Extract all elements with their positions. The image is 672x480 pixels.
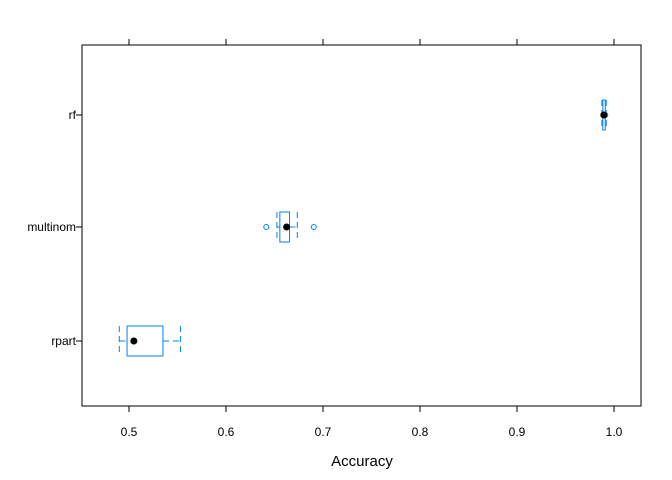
x-tick-label: 0.5	[121, 425, 138, 439]
x-tick-label: 0.6	[218, 425, 235, 439]
plot-frame	[81, 44, 642, 407]
median-dot	[600, 111, 608, 119]
x-tick-labels: 0.5 0.6 0.7 0.8 0.9 1.0	[121, 425, 623, 439]
box-rpart	[118, 325, 181, 357]
box-multinom	[263, 211, 317, 243]
median-dot	[283, 223, 291, 231]
x-tick-label: 1.0	[606, 425, 623, 439]
left-axis-ticks	[76, 114, 82, 342]
bottom-axis-ticks	[128, 406, 615, 412]
x-axis-title: Accuracy	[331, 453, 393, 470]
iqr-box	[126, 325, 164, 357]
y-tick-label: rpart	[51, 334, 76, 348]
y-tick-label: multinom	[27, 220, 76, 234]
median-dot	[130, 337, 138, 345]
outlier-point	[310, 224, 317, 230]
y-tick-label: rf	[69, 108, 77, 122]
box-series	[118, 99, 609, 357]
x-tick-label: 0.8	[412, 425, 429, 439]
box-rf	[600, 99, 609, 131]
x-tick-label: 0.9	[509, 425, 526, 439]
x-tick-label: 0.7	[315, 425, 332, 439]
y-tick-labels: rf multinom rpart	[27, 108, 76, 348]
outlier-point	[263, 224, 270, 230]
top-axis-ticks	[128, 39, 615, 45]
